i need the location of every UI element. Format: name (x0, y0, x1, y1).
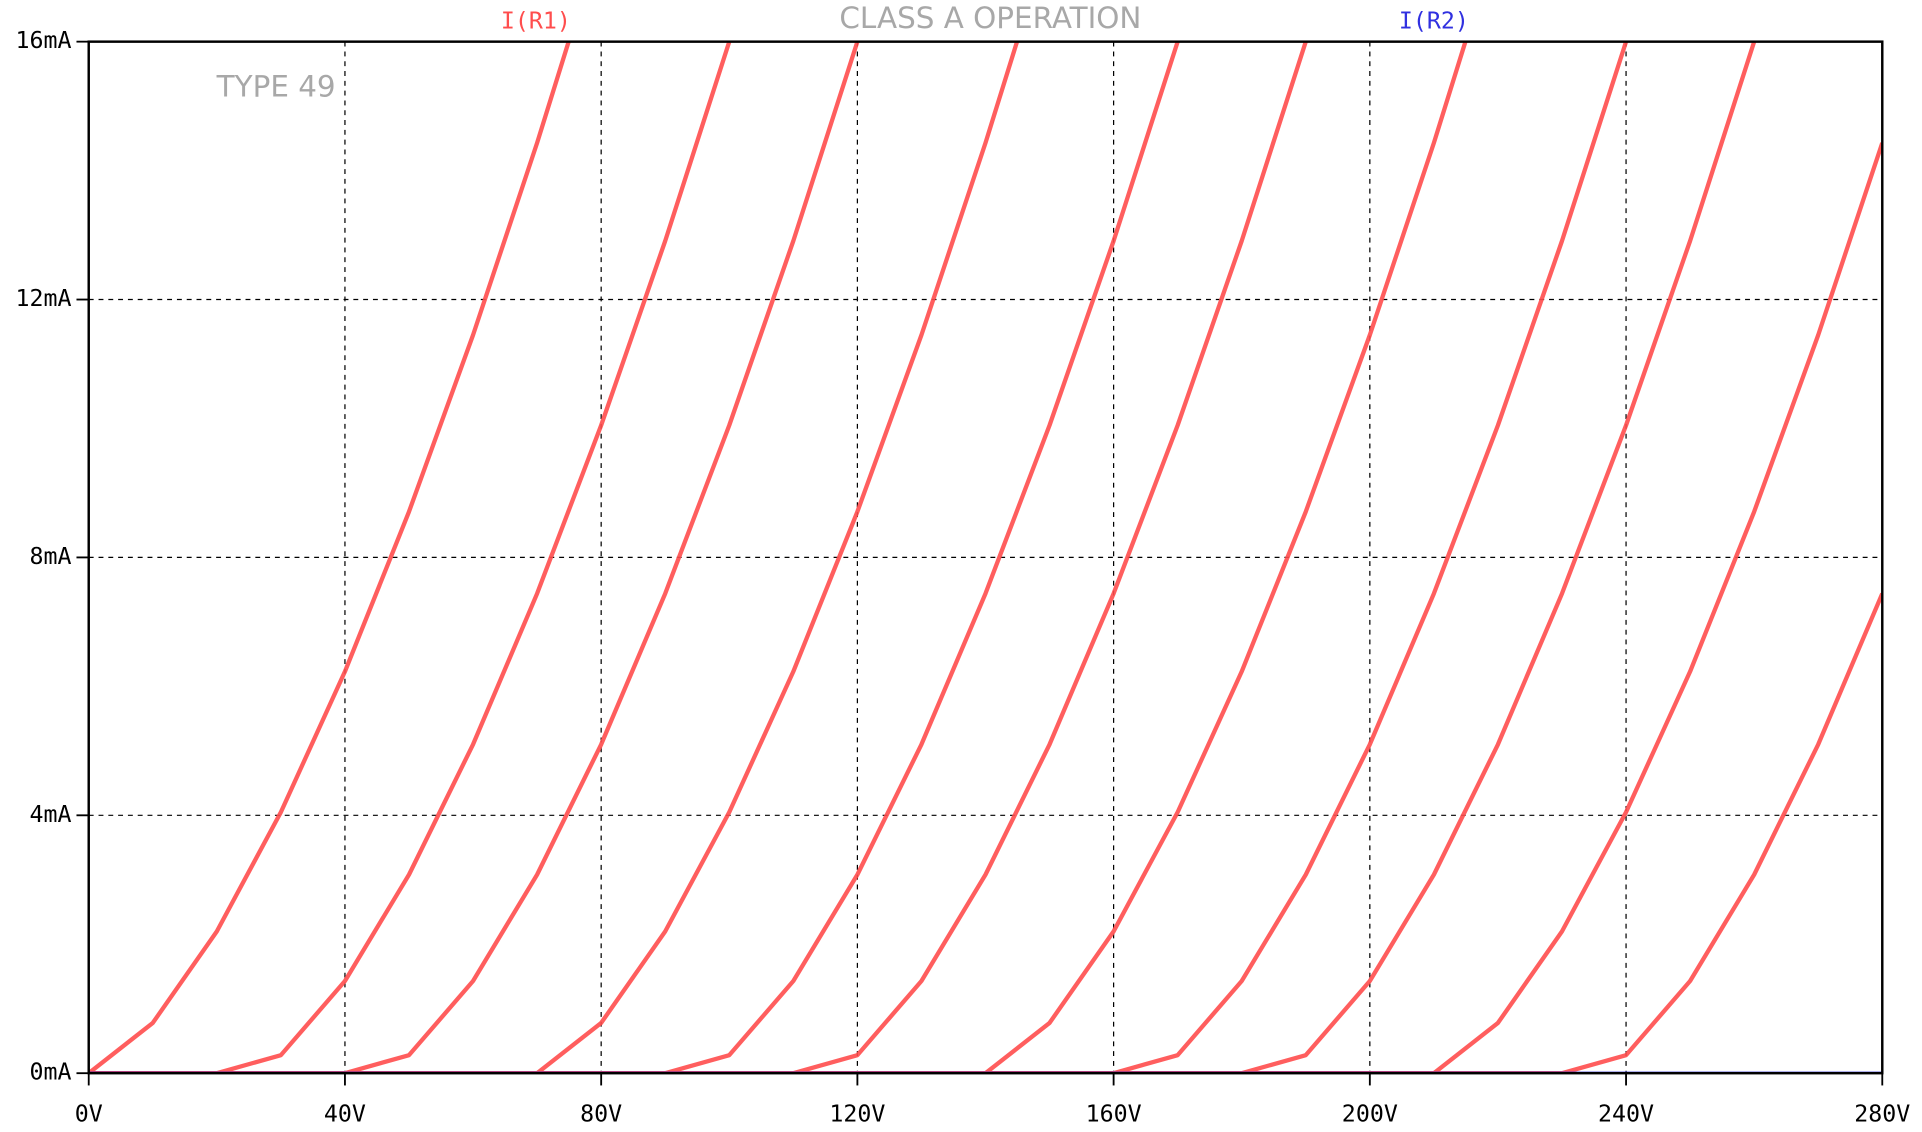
y-tick-label: 0mA (30, 1059, 72, 1086)
legend-entry: I(R1) (501, 8, 571, 35)
y-tick-label: 16mA (16, 27, 72, 54)
annotation: TYPE 49 (216, 70, 336, 104)
x-tick-label: 0V (75, 1100, 103, 1127)
trace (88, 41, 732, 1074)
y-tick-label: 12mA (16, 285, 72, 312)
trace (88, 41, 571, 1074)
labels: 0mA 4mA 8mA 12mA 16mA 0V 40V 80V 120V 160V 200V 240… (16, 8, 1911, 1128)
trace (88, 592, 1883, 1074)
trace (88, 41, 1468, 1074)
traces (88, 41, 1883, 1074)
x-tick-label: 120V (829, 1100, 885, 1127)
x-tick-label: 240V (1598, 1100, 1654, 1127)
x-tick-label: 280V (1854, 1100, 1910, 1127)
y-tick-label: 8mA (30, 543, 72, 570)
x-tick-label: 160V (1086, 1100, 1142, 1127)
trace (88, 41, 860, 1074)
legend-entry: I(R2) (1399, 8, 1469, 35)
trace (88, 41, 1757, 1074)
x-tick-label: 80V (580, 1100, 622, 1127)
trace (88, 41, 1308, 1074)
x-tick-label: 200V (1342, 1100, 1398, 1127)
trace (88, 41, 1020, 1074)
annotation: CLASS A OPERATION (839, 1, 1141, 35)
trace (88, 41, 1180, 1074)
y-tick-label: 4mA (30, 801, 72, 828)
trace (88, 142, 1883, 1074)
trace (88, 41, 1629, 1074)
x-tick-label: 40V (324, 1100, 366, 1127)
